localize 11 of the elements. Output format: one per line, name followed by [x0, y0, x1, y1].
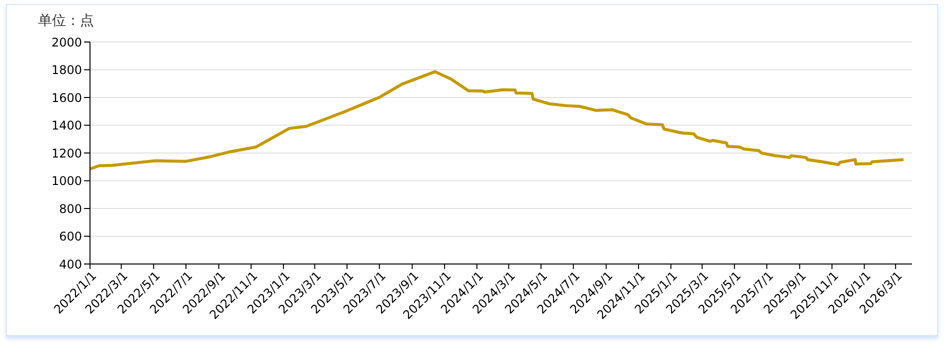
y-tick-label: 1800: [51, 63, 82, 78]
line-series: [90, 70, 906, 170]
y-tick-label: 1600: [51, 90, 82, 105]
y-tick-label: 1000: [51, 174, 82, 188]
y-tick-label: 2000: [51, 35, 82, 50]
y-tick-label: 600: [59, 230, 82, 244]
y-axis-title: 单位：点: [38, 12, 94, 30]
y-tick-label: 400: [59, 257, 82, 272]
y-tick-label: 1200: [51, 146, 82, 160]
y-tick-label: 1400: [51, 118, 82, 133]
y-tick-label: 800: [59, 202, 82, 216]
